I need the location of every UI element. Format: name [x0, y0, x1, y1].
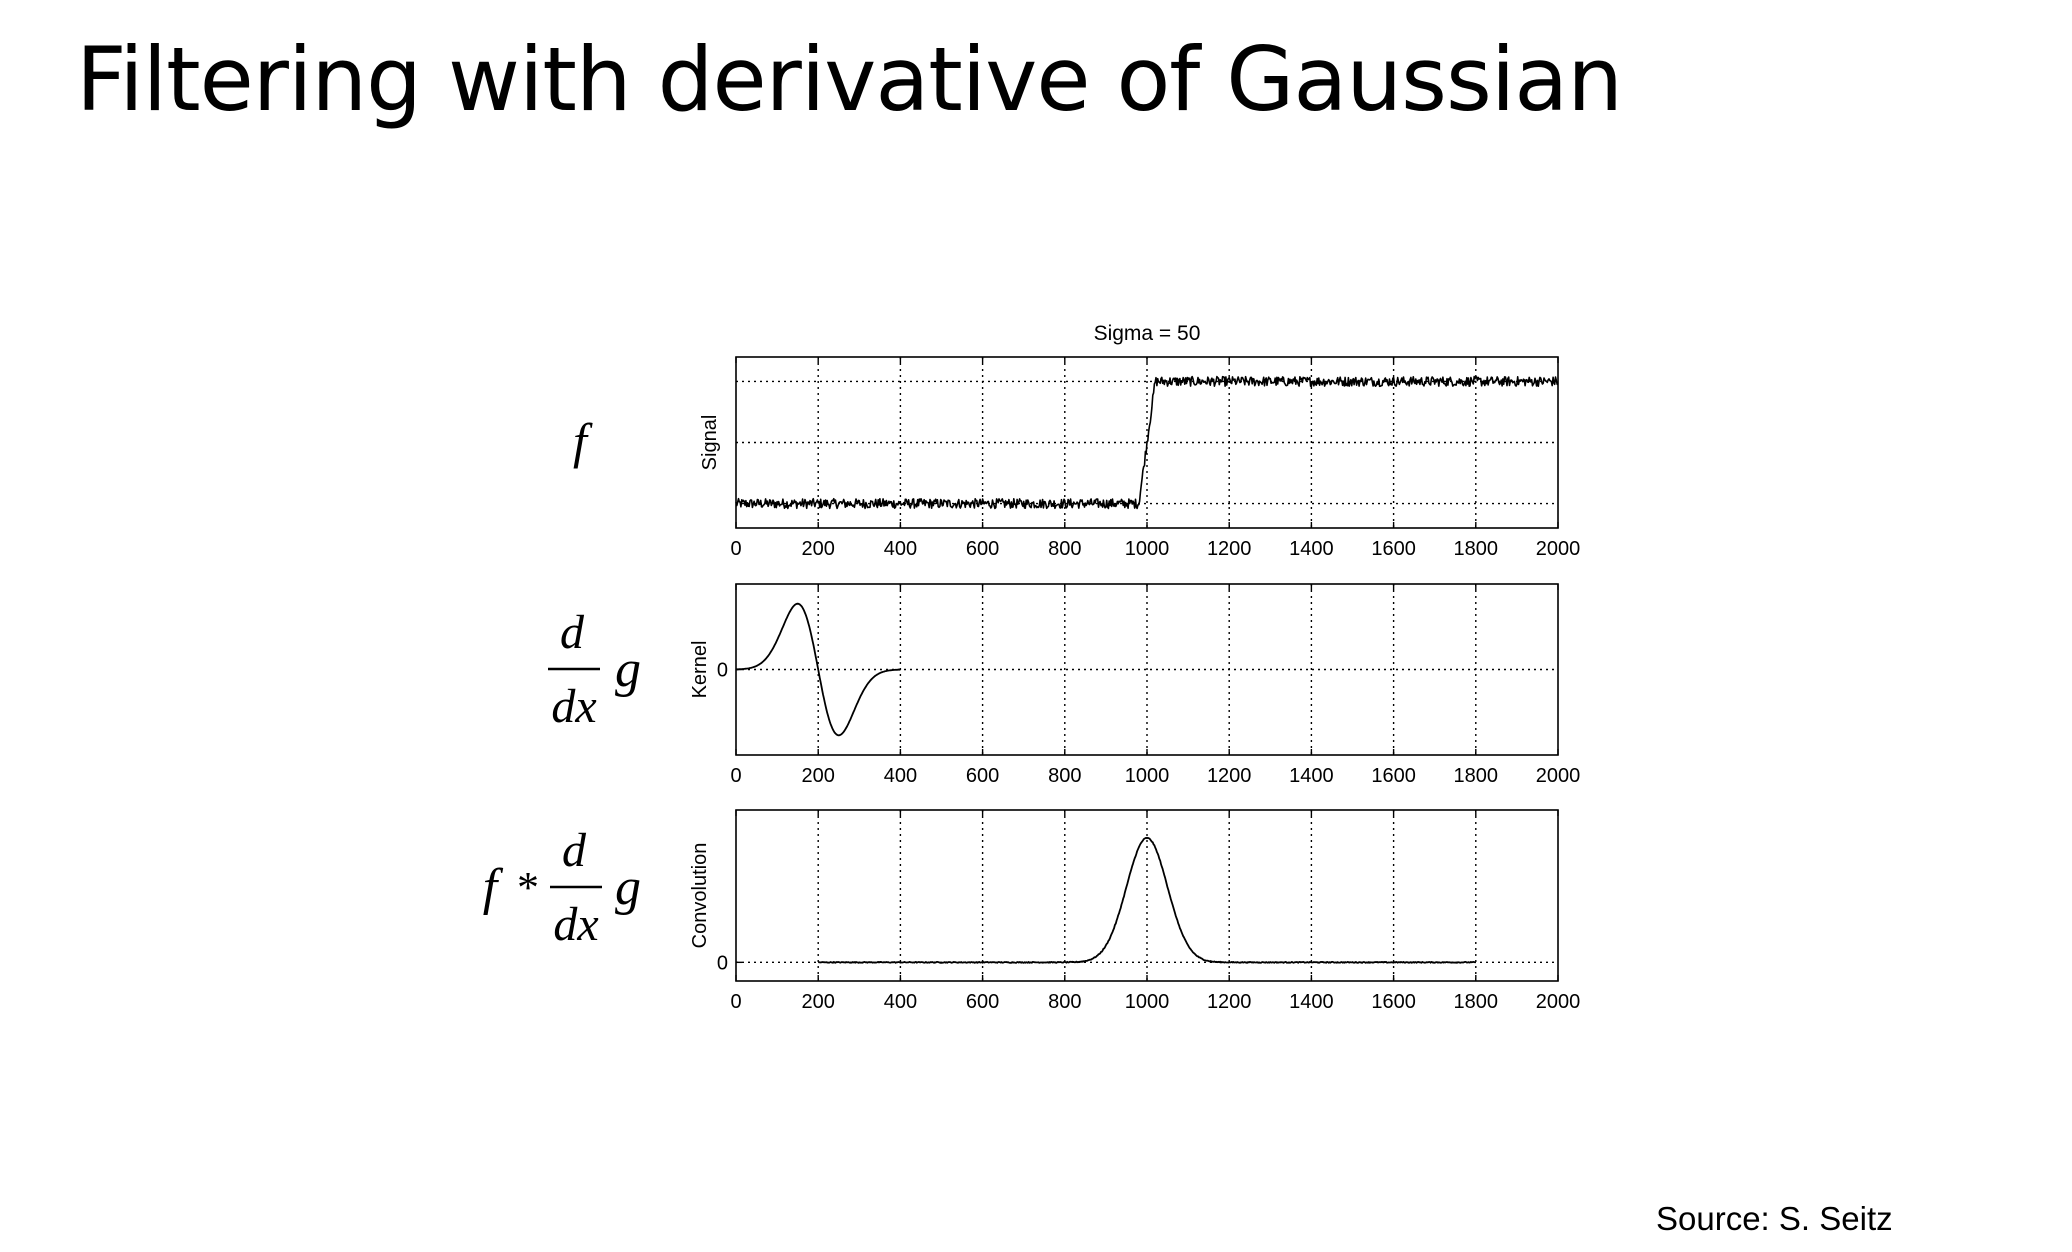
- xtick-label-signal-1000: 1000: [1125, 538, 1170, 560]
- xtick-label-kernel-600: 600: [966, 765, 999, 787]
- xtick-label-signal-400: 400: [884, 538, 917, 560]
- slide-title: Filtering with derivative of Gaussian: [76, 28, 1623, 131]
- conv-label-numerator: d: [562, 824, 587, 877]
- panel-kernel: 0 200 400 600 800 1000 1200 1400 1600 1800 2000 0 Ke…: [689, 583, 1581, 787]
- ylabel-kernel: Kernel: [689, 641, 711, 699]
- panel-signal: 0 200 400 600 800 1000 1200 1400 1600 1800 2000 Sig…: [699, 322, 1580, 560]
- row-label-signal-text: f: [573, 413, 593, 469]
- xtick-label-convolution-1800: 1800: [1454, 991, 1499, 1013]
- ytick-label-convolution-0: 0: [717, 952, 728, 974]
- ylabel-signal: Signal: [699, 415, 721, 471]
- xtick-label-convolution-200: 200: [802, 991, 835, 1013]
- plot-panels: 0 200 400 600 800 1000 1200 1400 1600 1800 2000Sig…: [689, 322, 1580, 1013]
- xtick-label-convolution-600: 600: [966, 991, 999, 1013]
- xtick-label-signal-2000: 2000: [1536, 538, 1581, 560]
- source-note: Source: S. Seitz: [1656, 1200, 1893, 1237]
- xtick-label-kernel-1800: 1800: [1454, 765, 1499, 787]
- xtick-label-kernel-200: 200: [802, 765, 835, 787]
- kernel-label-numerator: d: [560, 606, 585, 659]
- conv-label-denominator: dx: [553, 898, 598, 951]
- xtick-label-convolution-1400: 1400: [1289, 991, 1334, 1013]
- xtick-label-kernel-1200: 1200: [1207, 765, 1252, 787]
- panel-convolution: 0 200 400 600 800 1000 1200 1400 1600 1800 2000 0 Co…: [689, 809, 1581, 1013]
- xtick-label-kernel-1600: 1600: [1371, 765, 1416, 787]
- xtick-label-kernel-800: 800: [1048, 765, 1081, 787]
- xtick-label-kernel-2000: 2000: [1536, 765, 1581, 787]
- conv-label-operator: *: [517, 863, 539, 912]
- row-label-signal: f: [573, 413, 593, 469]
- ylabel-convolution: Convolution: [689, 843, 711, 949]
- conv-label-prefix: f: [483, 859, 504, 916]
- series-line-signal-0: [735, 375, 1559, 510]
- xtick-label-convolution-2000: 2000: [1536, 991, 1581, 1013]
- xtick-label-kernel-1400: 1400: [1289, 765, 1334, 787]
- series-line-convolution-0: [817, 836, 1477, 964]
- ytick-label-kernel-0: 0: [717, 660, 728, 682]
- xtick-label-signal-1200: 1200: [1207, 538, 1252, 560]
- xtick-label-convolution-400: 400: [884, 991, 917, 1013]
- xtick-label-convolution-800: 800: [1048, 991, 1081, 1013]
- row-label-convolution: f * d dx g: [483, 824, 641, 951]
- row-label-kernel: d dx g: [548, 606, 641, 733]
- xtick-label-convolution-1000: 1000: [1125, 991, 1170, 1013]
- xtick-label-convolution-1200: 1200: [1207, 991, 1252, 1013]
- plot-title-signal: Sigma = 50: [1094, 322, 1201, 345]
- xtick-label-signal-1400: 1400: [1289, 538, 1334, 560]
- conv-label-func: g: [615, 859, 641, 916]
- xtick-label-signal-600: 600: [966, 538, 999, 560]
- xtick-label-kernel-400: 400: [884, 765, 917, 787]
- xtick-label-signal-0: 0: [730, 538, 741, 560]
- xtick-label-kernel-1000: 1000: [1125, 765, 1170, 787]
- xtick-label-signal-1800: 1800: [1454, 538, 1499, 560]
- xtick-label-convolution-1600: 1600: [1371, 991, 1416, 1013]
- xtick-label-signal-800: 800: [1048, 538, 1081, 560]
- xtick-label-signal-200: 200: [802, 538, 835, 560]
- series-line-kernel-0: [735, 602, 901, 737]
- xtick-label-convolution-0: 0: [730, 991, 741, 1013]
- xtick-label-kernel-0: 0: [730, 765, 741, 787]
- kernel-label-func: g: [615, 641, 641, 698]
- xtick-label-signal-1600: 1600: [1371, 538, 1416, 560]
- kernel-label-denominator: dx: [551, 680, 596, 733]
